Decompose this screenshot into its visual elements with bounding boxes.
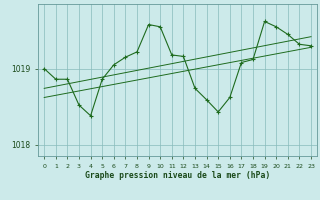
- X-axis label: Graphe pression niveau de la mer (hPa): Graphe pression niveau de la mer (hPa): [85, 171, 270, 180]
